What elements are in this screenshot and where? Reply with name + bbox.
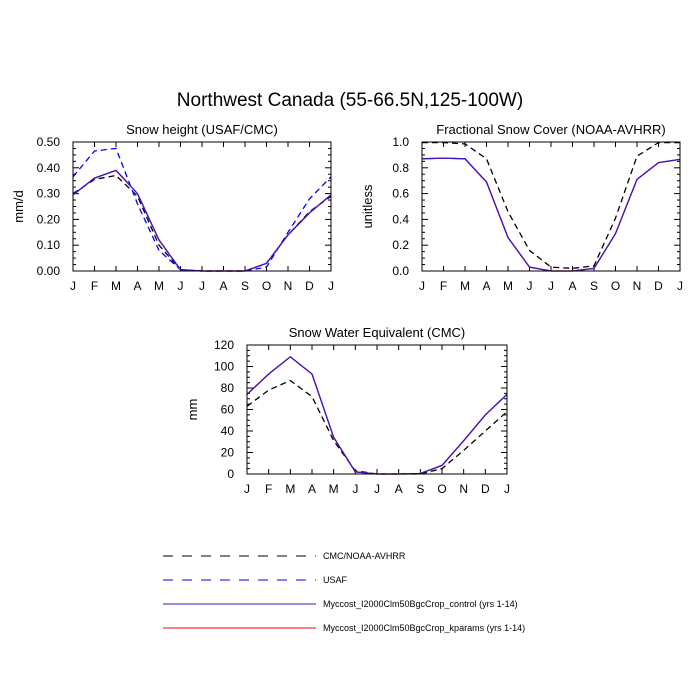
legend-label: Myccost_I2000Clm50BgcCrop_kparams (yrs 1… — [323, 623, 525, 633]
y-tick-label: 0.50 — [37, 135, 61, 149]
y-tick-label: 40 — [221, 424, 235, 438]
y-axis-label: mm — [185, 399, 200, 421]
legend-label: CMC/NOAA-AVHRR — [323, 551, 406, 561]
legend-item: Myccost_I2000Clm50BgcCrop_control (yrs 1… — [163, 599, 518, 609]
legend-label: USAF — [323, 575, 348, 585]
y-tick-label: 0.40 — [37, 161, 61, 175]
x-tick-label: A — [308, 482, 316, 496]
x-tick-label: O — [262, 279, 271, 293]
y-tick-label: 60 — [221, 403, 235, 417]
x-tick-label: N — [633, 279, 642, 293]
plot-frame — [72, 141, 332, 272]
x-tick-label: J — [244, 482, 250, 496]
x-tick-label: N — [284, 279, 293, 293]
y-tick-label: 1.0 — [392, 135, 409, 149]
y-tick-label: 0 — [227, 467, 234, 481]
x-tick-label: J — [527, 279, 533, 293]
x-tick-label: J — [70, 279, 76, 293]
y-tick-label: 0.20 — [37, 212, 61, 226]
y-tick-label: 100 — [214, 360, 234, 374]
series-line — [246, 355, 508, 475]
x-tick-label: M — [329, 482, 339, 496]
series-line — [246, 355, 508, 475]
x-tick-label: A — [568, 279, 576, 293]
x-tick-label: S — [416, 482, 424, 496]
x-tick-label: S — [590, 279, 598, 293]
y-tick-label: 0.00 — [37, 264, 61, 278]
y-tick-label: 0.4 — [392, 212, 409, 226]
x-tick-label: D — [481, 482, 490, 496]
x-tick-label: N — [459, 482, 468, 496]
series-line — [246, 379, 508, 475]
series-line — [421, 157, 681, 272]
y-tick-label: 0.10 — [37, 238, 61, 252]
x-tick-label: A — [482, 279, 490, 293]
x-tick-label: D — [305, 279, 314, 293]
x-tick-label: M — [460, 279, 470, 293]
x-tick-label: M — [111, 279, 121, 293]
y-tick-label: 0.6 — [392, 187, 409, 201]
series-line — [72, 169, 332, 272]
y-tick-label: 80 — [221, 381, 235, 395]
x-tick-label: M — [285, 482, 295, 496]
x-tick-label: J — [374, 482, 380, 496]
x-tick-label: J — [178, 279, 184, 293]
chart-title: Snow Water Equivalent (CMC) — [289, 325, 466, 340]
y-tick-label: 0.2 — [392, 238, 409, 252]
plot-frame — [246, 344, 508, 475]
x-tick-label: J — [548, 279, 554, 293]
x-tick-label: S — [241, 279, 249, 293]
y-tick-label: 0.30 — [37, 187, 61, 201]
figure-title: Northwest Canada (55-66.5N,125-100W) — [176, 90, 524, 111]
series-line — [72, 147, 332, 272]
legend-item: USAF — [163, 575, 348, 585]
series-line — [421, 157, 681, 272]
y-tick-label: 20 — [221, 446, 235, 460]
chart-panel-1: Snow height (USAF/CMC)mm/dJ F M A M J J A S O N D J0… — [11, 122, 334, 293]
series-line — [72, 169, 332, 272]
x-tick-label: J — [677, 279, 683, 293]
x-tick-label: M — [503, 279, 513, 293]
x-tick-label: D — [654, 279, 663, 293]
x-tick-label: F — [265, 482, 272, 496]
x-tick-label: J — [199, 279, 205, 293]
x-tick-label: J — [328, 279, 334, 293]
chart-title: Snow height (USAF/CMC) — [126, 122, 278, 137]
x-tick-label: M — [154, 279, 164, 293]
series-line — [422, 141, 680, 270]
y-tick-label: 0.0 — [392, 264, 409, 278]
x-tick-label: O — [611, 279, 620, 293]
x-tick-label: F — [91, 279, 98, 293]
y-axis-label: unitless — [360, 184, 375, 229]
plot-frame — [421, 141, 681, 272]
x-tick-label: A — [219, 279, 227, 293]
x-tick-label: O — [437, 482, 446, 496]
x-tick-label: J — [352, 482, 358, 496]
x-tick-label: F — [440, 279, 447, 293]
x-tick-label: A — [395, 482, 403, 496]
legend: CMC/NOAA-AVHRR USAF Myccost_I2000Clm50BgcC… — [163, 551, 525, 633]
y-tick-label: 120 — [214, 338, 234, 352]
legend-item: Myccost_I2000Clm50BgcCrop_kparams (yrs 1… — [163, 623, 525, 633]
x-tick-label: A — [133, 279, 141, 293]
x-tick-label: J — [419, 279, 425, 293]
legend-item: CMC/NOAA-AVHRR — [163, 551, 406, 561]
chart-panel-2: Fractional Snow Cover (NOAA-AVHRR) unitle… — [360, 122, 683, 293]
x-tick-label: J — [504, 482, 510, 496]
chart-panel-3: Snow Water Equivalent (CMC)mmJ F M A M J J A S O N… — [185, 325, 510, 496]
y-tick-label: 0.8 — [392, 161, 409, 175]
legend-label: Myccost_I2000Clm50BgcCrop_control (yrs 1… — [323, 599, 518, 609]
series-line — [72, 174, 332, 272]
y-axis-label: mm/d — [11, 190, 26, 223]
chart-title: Fractional Snow Cover (NOAA-AVHRR) — [436, 122, 665, 137]
